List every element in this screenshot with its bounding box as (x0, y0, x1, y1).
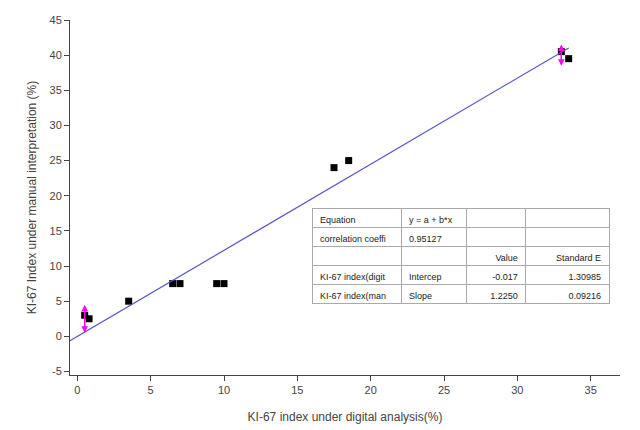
svg-text:15: 15 (50, 225, 62, 237)
svg-text:Equation: Equation (320, 215, 356, 225)
svg-text:5: 5 (148, 384, 154, 396)
svg-text:0: 0 (56, 330, 62, 342)
svg-text:-0.017: -0.017 (492, 272, 518, 282)
svg-text:0.95127: 0.95127 (409, 234, 442, 244)
svg-text:-5: -5 (52, 365, 62, 377)
svg-text:Slope: Slope (409, 291, 432, 301)
svg-text:KI-67 index under digital anal: KI-67 index under digital analysis(%) (248, 410, 443, 424)
svg-text:30: 30 (511, 384, 523, 396)
svg-text:y = a + b*x: y = a + b*x (409, 215, 453, 225)
svg-text:25: 25 (438, 384, 450, 396)
svg-text:0: 0 (74, 384, 80, 396)
svg-text:20: 20 (50, 190, 62, 202)
svg-text:KI-67 Index under manual inter: KI-67 Index under manual interpretation … (25, 81, 39, 314)
svg-text:10: 10 (218, 384, 230, 396)
svg-text:25: 25 (50, 154, 62, 166)
svg-text:15: 15 (291, 384, 303, 396)
svg-text:30: 30 (50, 119, 62, 131)
svg-text:5: 5 (56, 295, 62, 307)
svg-text:Standard E: Standard E (556, 253, 601, 263)
svg-text:45: 45 (50, 14, 62, 26)
svg-text:20: 20 (365, 384, 377, 396)
svg-text:correlation coeffi: correlation coeffi (320, 234, 386, 244)
svg-text:KI-67 index(digit: KI-67 index(digit (320, 272, 386, 282)
svg-text:0.09216: 0.09216 (568, 291, 601, 301)
svg-text:10: 10 (50, 260, 62, 272)
svg-text:Value: Value (495, 253, 517, 263)
svg-text:Intercep: Intercep (409, 272, 442, 282)
svg-text:40: 40 (50, 49, 62, 61)
svg-text:1.2250: 1.2250 (490, 291, 518, 301)
svg-text:KI-67 index(man: KI-67 index(man (320, 291, 386, 301)
svg-text:35: 35 (585, 384, 597, 396)
svg-text:1.30985: 1.30985 (568, 272, 601, 282)
svg-text:35: 35 (50, 84, 62, 96)
